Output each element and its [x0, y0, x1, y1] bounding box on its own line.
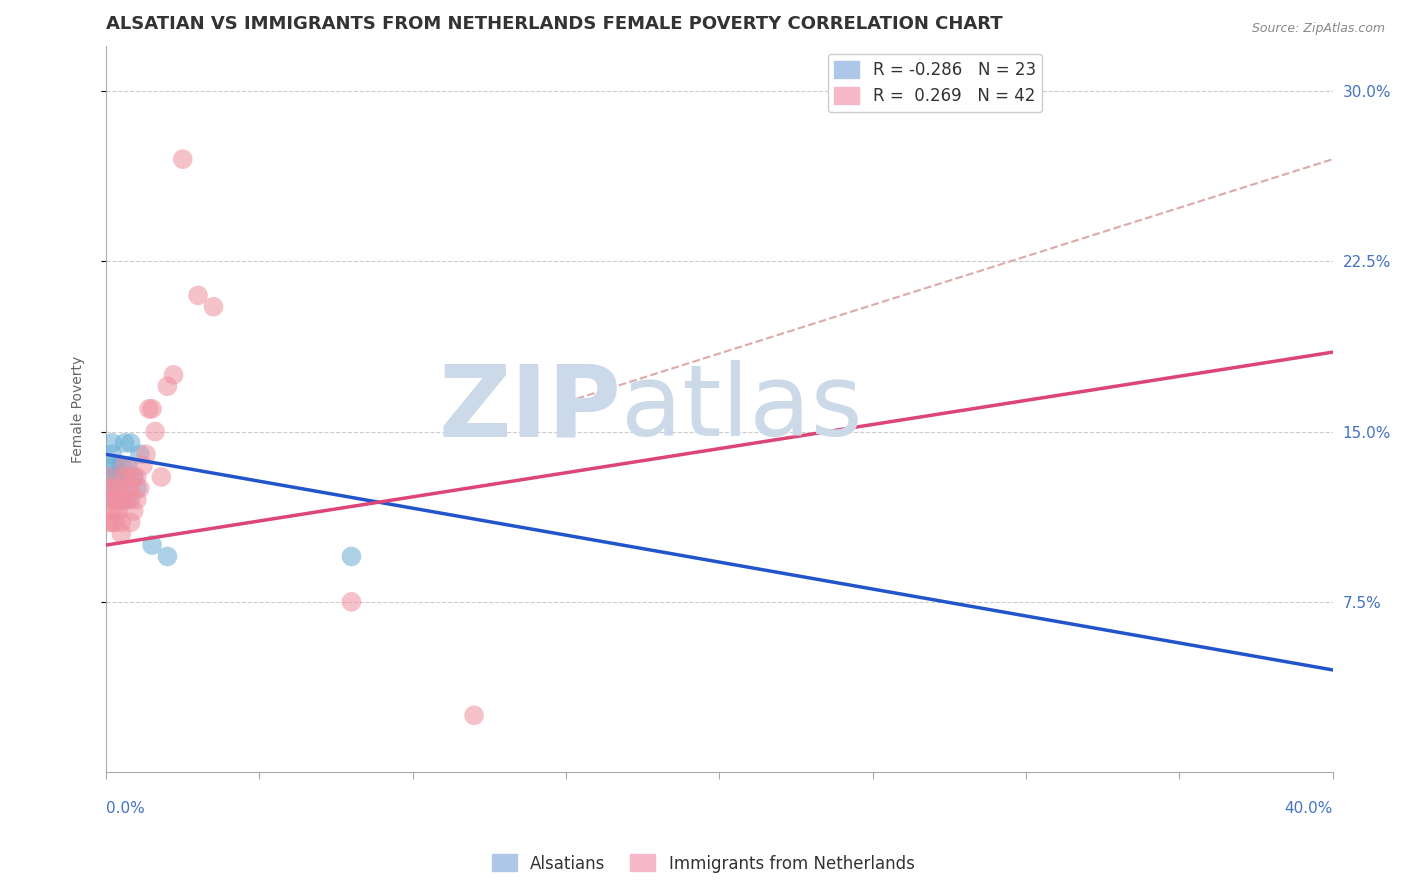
Point	[107, 470, 129, 484]
Point	[107, 492, 129, 507]
Point	[117, 481, 139, 495]
Point	[132, 458, 155, 473]
Point	[98, 481, 121, 495]
Point	[156, 379, 179, 393]
Point	[114, 436, 136, 450]
Point	[143, 425, 166, 439]
Point	[104, 470, 127, 484]
Point	[463, 708, 485, 723]
Text: 40.0%: 40.0%	[1285, 801, 1333, 816]
Point	[114, 470, 136, 484]
Point	[187, 288, 209, 302]
Point	[104, 492, 127, 507]
Point	[117, 470, 139, 484]
Point	[107, 481, 129, 495]
Point	[107, 504, 129, 518]
Legend: R = -0.286   N = 23, R =  0.269   N = 42: R = -0.286 N = 23, R = 0.269 N = 42	[828, 54, 1042, 112]
Point	[141, 538, 163, 552]
Point	[117, 458, 139, 473]
Point	[120, 516, 142, 530]
Legend: Alsatians, Immigrants from Netherlands: Alsatians, Immigrants from Netherlands	[485, 847, 921, 880]
Point	[104, 492, 127, 507]
Point	[150, 470, 173, 484]
Point	[156, 549, 179, 564]
Point	[101, 504, 124, 518]
Point	[122, 470, 145, 484]
Text: ALSATIAN VS IMMIGRANTS FROM NETHERLANDS FEMALE POVERTY CORRELATION CHART: ALSATIAN VS IMMIGRANTS FROM NETHERLANDS …	[105, 15, 1002, 33]
Point	[114, 470, 136, 484]
Point	[104, 516, 127, 530]
Point	[125, 470, 148, 484]
Text: Source: ZipAtlas.com: Source: ZipAtlas.com	[1251, 22, 1385, 36]
Point	[110, 492, 132, 507]
Point	[125, 492, 148, 507]
Point	[110, 526, 132, 541]
Point	[114, 492, 136, 507]
Point	[98, 481, 121, 495]
Point	[120, 492, 142, 507]
Point	[107, 481, 129, 495]
Point	[98, 470, 121, 484]
Point	[104, 504, 127, 518]
Point	[110, 516, 132, 530]
Point	[138, 401, 160, 416]
Point	[104, 458, 127, 473]
Point	[162, 368, 184, 382]
Point	[172, 152, 194, 166]
Point	[101, 470, 124, 484]
Point	[117, 492, 139, 507]
Point	[340, 549, 363, 564]
Point	[128, 481, 150, 495]
Point	[202, 300, 225, 314]
Point	[128, 447, 150, 461]
Point	[135, 447, 157, 461]
Point	[101, 492, 124, 507]
Point	[340, 595, 363, 609]
Point	[101, 447, 124, 461]
Point	[120, 481, 142, 495]
Text: 0.0%: 0.0%	[105, 801, 145, 816]
Point	[101, 436, 124, 450]
Point	[101, 481, 124, 495]
Point	[98, 516, 121, 530]
Text: ZIP: ZIP	[439, 360, 621, 458]
Point	[98, 458, 121, 473]
Point	[110, 458, 132, 473]
Point	[122, 504, 145, 518]
Point	[114, 458, 136, 473]
Point	[125, 481, 148, 495]
Point	[101, 516, 124, 530]
Point	[120, 436, 142, 450]
Y-axis label: Female Poverty: Female Poverty	[72, 355, 86, 462]
Point	[110, 492, 132, 507]
Text: atlas: atlas	[621, 360, 863, 458]
Point	[122, 470, 145, 484]
Point	[141, 401, 163, 416]
